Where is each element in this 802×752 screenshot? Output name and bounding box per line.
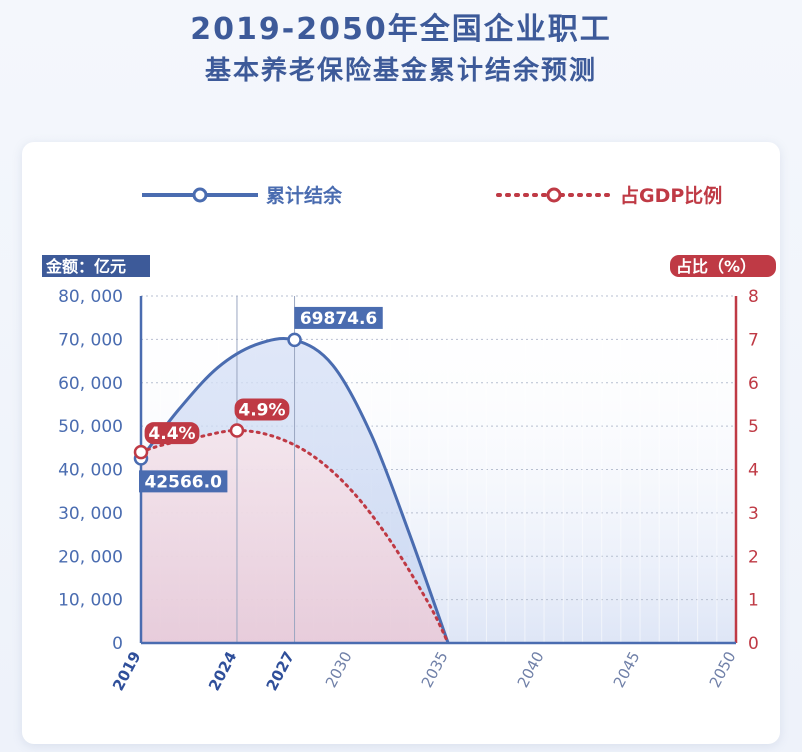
ratio-point-marker: [229, 423, 245, 438]
right-tick-label: 7: [748, 330, 759, 350]
legend-balance-label: 累计结余: [266, 184, 343, 207]
x-tick-label: 2045: [610, 648, 644, 690]
left-tick-label: 40, 000: [58, 461, 123, 481]
ratio-data-label: 4.4%: [148, 424, 195, 444]
x-tick-label: 2050: [706, 648, 740, 690]
left-tick-label: 0: [112, 634, 123, 654]
legend-balance-marker-icon: [192, 187, 208, 203]
right-tick-label: 1: [748, 591, 759, 611]
left-tick-label: 50, 000: [58, 417, 123, 437]
balance-point-marker: [287, 332, 302, 348]
right-tick-label: 4: [748, 461, 759, 481]
legend-ratio-marker-icon: [546, 187, 562, 203]
balance-line: [139, 337, 450, 644]
x-tick-label: 2030: [322, 648, 356, 690]
left-axis-title: 金额：亿元: [45, 257, 126, 276]
ratio-line: [139, 428, 450, 645]
right-tick-label: 6: [748, 374, 759, 394]
right-tick-label: 2: [748, 547, 759, 567]
left-tick-label: 80, 000: [58, 287, 123, 307]
ratio-point-marker: [133, 444, 149, 460]
left-tick-label: 30, 000: [58, 504, 123, 524]
left-tick-label: 70, 000: [58, 330, 123, 350]
left-tick-label: 20, 000: [58, 547, 123, 567]
left-tick-label: 60, 000: [58, 374, 123, 394]
x-tick-label: 2035: [418, 648, 452, 690]
legend-ratio: 占GDP比例: [496, 184, 722, 207]
x-tick-label: 2019: [109, 648, 144, 693]
chart-title-line1: 2019-2050年全国企业职工: [190, 12, 612, 47]
right-tick-label: 3: [748, 504, 759, 524]
legend-ratio-label: 占GDP比例: [620, 184, 722, 207]
balance-data-label-badge: [139, 470, 228, 493]
chart-title-line2: 基本养老保险基金累计结余预测: [204, 56, 597, 86]
x-tick-label: 2040: [514, 648, 548, 690]
balance-data-label: 69874.6: [300, 309, 377, 329]
balance-data-label: 42566.0: [144, 472, 222, 492]
ratio-data-label-badge: [234, 398, 290, 421]
ratio-data-label-badge: [144, 422, 200, 445]
right-axis-title: 占比（%）: [676, 257, 756, 276]
right-tick-label: 8: [748, 287, 759, 307]
right-tick-label: 0: [748, 634, 759, 654]
legend: 累计结余 占GDP比例: [142, 184, 722, 207]
balance-data-label-badge: [294, 306, 383, 329]
right-axis-title-badge: [670, 255, 776, 277]
left-axis-title-badge: [42, 255, 150, 277]
right-tick-label: 5: [748, 417, 759, 437]
legend-balance: 累计结余: [142, 184, 343, 207]
x-tick-label: 2024: [205, 648, 240, 693]
x-tick-label: 2027: [263, 648, 298, 693]
ratio-data-label: 4.9%: [238, 400, 285, 420]
left-tick-label: 10, 000: [58, 591, 123, 611]
